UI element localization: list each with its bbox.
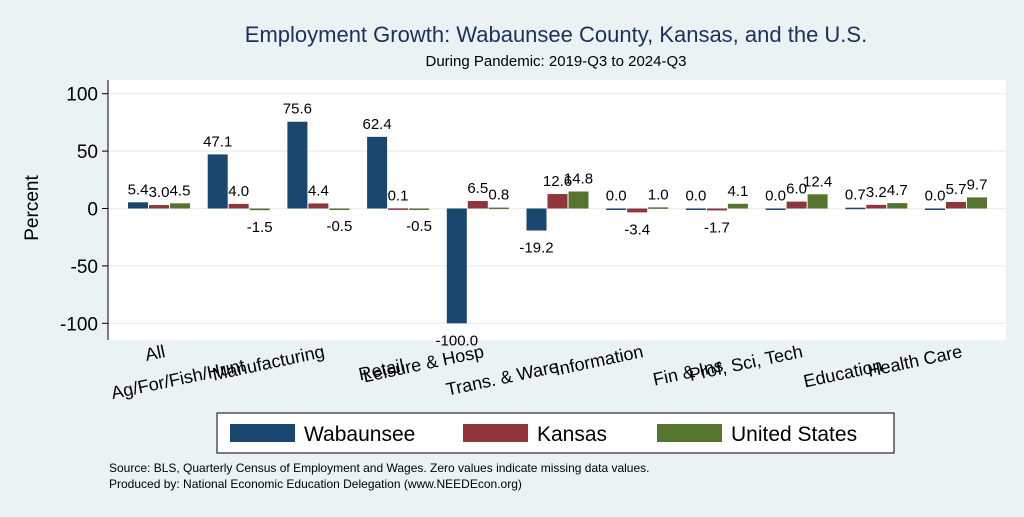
value-label: 6.0 (786, 181, 807, 198)
bar-wabaunsee (845, 207, 866, 210)
value-label: 5.7 (946, 181, 967, 198)
value-label: -3.4 (624, 221, 650, 238)
x-tick-label: Information (553, 341, 645, 379)
value-label: 3.0 (149, 184, 170, 201)
value-label: 4.0 (228, 183, 249, 200)
value-labels: 5.4 3.0 4.5 47.1 4.0 -1.5 75.6 4.4 -0.5 62.4 0.1 -0… (128, 101, 988, 350)
bars (128, 121, 987, 324)
value-label: 62.4 (362, 116, 391, 133)
value-label: 12.6 (543, 173, 572, 190)
y-tick-label: -100 (60, 314, 98, 335)
value-label: 4.1 (727, 183, 748, 200)
bar-kansas (547, 194, 568, 209)
value-label: 5.4 (128, 181, 149, 198)
bar-kansas (228, 203, 249, 209)
bar-wabaunsee (446, 208, 467, 324)
value-label: 9.7 (967, 176, 988, 193)
y-axis-title: Percent (22, 175, 43, 241)
x-tick-label: Prof, Sci, Tech (687, 341, 804, 385)
chart-title: Employment Growth: Wabaunsee County, Kan… (245, 22, 867, 47)
value-label: -1.5 (247, 219, 273, 236)
legend-box (216, 412, 895, 454)
value-label: 1.0 (648, 186, 669, 203)
legend-swatch-wabaunsee (230, 424, 295, 442)
bar-united-states (568, 191, 589, 209)
bar-united-states (249, 208, 270, 211)
value-label: 4.4 (308, 182, 329, 199)
value-label: 0.8 (488, 187, 509, 204)
legend-label: United States (731, 423, 857, 446)
chart-subtitle: During Pandemic: 2019-Q3 to 2024-Q3 (426, 53, 687, 70)
bar-kansas (149, 205, 169, 209)
bar-wabaunsee (207, 154, 228, 209)
x-tick-label: Health Care (866, 341, 964, 381)
bar-kansas (786, 201, 807, 209)
value-label: -100.0 (436, 332, 479, 349)
bar-wabaunsee (685, 208, 706, 210)
value-label: 4.5 (170, 182, 191, 199)
bar-wabaunsee (765, 208, 786, 210)
bar-wabaunsee (128, 202, 148, 209)
footer-produced: Produced by: National Economic Education… (109, 477, 522, 491)
bar-kansas (388, 208, 409, 210)
y-tick-label: 50 (77, 142, 98, 163)
value-label: 0.0 (685, 188, 706, 205)
bar-united-states (807, 194, 828, 209)
y-tick-label: 100 (66, 85, 98, 106)
bar-united-states (967, 197, 987, 209)
value-label: -0.5 (326, 218, 352, 235)
value-label: 0.7 (845, 187, 866, 204)
value-label: 0.0 (925, 188, 946, 205)
legend-swatch-kansas (463, 424, 528, 442)
bar-kansas (627, 208, 648, 213)
y-tick-label: -50 (71, 257, 98, 278)
value-label: -0.5 (406, 218, 432, 235)
bar-kansas (866, 204, 887, 209)
y-axis: 100 50 0 -50 -100 (60, 80, 109, 340)
bar-kansas (467, 201, 488, 209)
value-label: -1.7 (704, 219, 730, 236)
bar-kansas (946, 201, 966, 209)
footer-source: Source: BLS, Quarterly Census of Employm… (109, 461, 649, 475)
bar-united-states (170, 203, 190, 209)
bar-united-states (488, 207, 509, 210)
bar-wabaunsee (526, 208, 547, 231)
bar-united-states (329, 208, 350, 210)
bar-united-states (648, 207, 669, 209)
legend: Wabaunsee Kansas United States (216, 412, 895, 454)
value-label: 0.0 (765, 188, 786, 205)
legend-label: Kansas (537, 423, 607, 446)
plot-area (108, 80, 1006, 340)
value-label: 3.2 (866, 184, 887, 201)
legend-label: Wabaunsee (304, 423, 415, 446)
value-label: 75.6 (283, 101, 312, 118)
bar-united-states (727, 203, 748, 209)
bar-wabaunsee (925, 208, 945, 210)
value-label: 47.1 (203, 133, 232, 150)
value-label: 12.4 (803, 173, 832, 190)
legend-swatch-united-states (657, 424, 722, 442)
x-tick-label: All (143, 341, 167, 365)
value-label: 0.1 (388, 187, 409, 204)
value-label: 0.0 (606, 188, 627, 205)
bar-wabaunsee (287, 121, 308, 209)
bar-united-states (409, 208, 430, 210)
value-label: 4.7 (887, 182, 908, 199)
bar-wabaunsee (606, 208, 627, 210)
value-label: -19.2 (519, 240, 553, 257)
bar-united-states (887, 203, 908, 209)
y-tick-label: 0 (87, 200, 98, 221)
bar-kansas (706, 208, 727, 211)
value-label: 14.8 (564, 171, 593, 188)
x-tick-label: Manufacturing (211, 341, 327, 384)
bar-wabaunsee (367, 136, 388, 209)
value-label: 6.5 (467, 180, 488, 197)
bar-kansas (308, 203, 329, 209)
